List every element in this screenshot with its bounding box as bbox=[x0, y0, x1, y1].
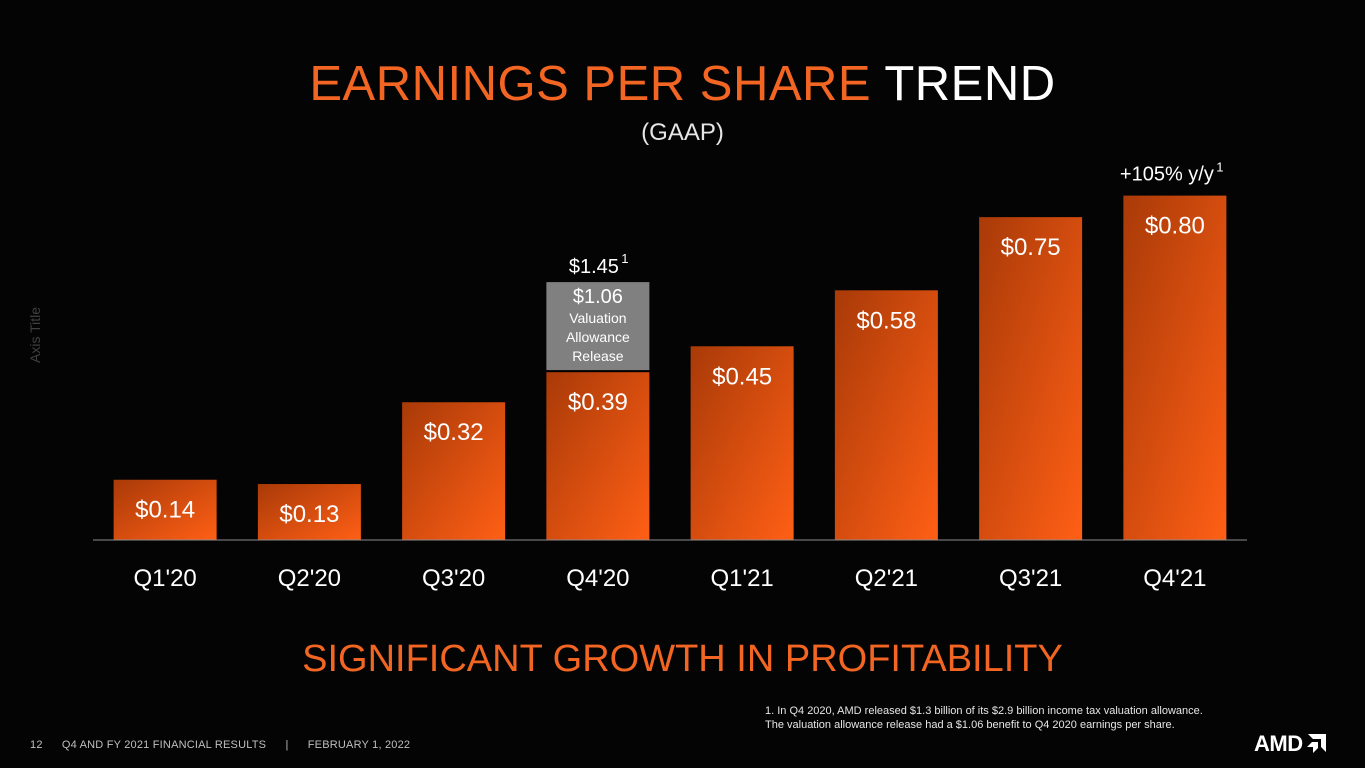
value-label-q120: $0.14 bbox=[135, 497, 195, 524]
stacked-total-label: $1.45 bbox=[569, 256, 619, 278]
stack-divider bbox=[546, 370, 650, 373]
growth-annotation-superscript: 1 bbox=[1216, 160, 1223, 175]
stacked-total-superscript: 1 bbox=[621, 251, 628, 266]
chart-title: EARNINGS PER SHARE TREND bbox=[0, 56, 1365, 112]
bar-q121 bbox=[690, 346, 794, 540]
bar-q220 bbox=[257, 484, 361, 540]
bar-q421 bbox=[1123, 195, 1227, 541]
amd-arrow-icon bbox=[1306, 734, 1326, 753]
bar-q420 bbox=[546, 372, 650, 540]
tick-label-q220: Q2'20 bbox=[278, 565, 341, 592]
footnote: 1. In Q4 2020, AMD released $1.3 billion… bbox=[765, 704, 1265, 732]
bar-q120 bbox=[113, 479, 217, 540]
bar-q321 bbox=[979, 217, 1083, 540]
amd-logo: AMD bbox=[1254, 731, 1326, 756]
stacked-segment-valuation-release bbox=[546, 282, 650, 371]
chart-subtitle: (GAAP) bbox=[641, 119, 724, 146]
footnote-line-2: The valuation allowance release had a $1… bbox=[765, 719, 1175, 731]
growth-annotation: +105% y/y bbox=[1120, 164, 1214, 186]
stacked-segment-label-line: Valuation bbox=[569, 310, 626, 326]
tick-label-q421: Q4'21 bbox=[1143, 565, 1206, 592]
slide-footer: 12 Q4 AND FY 2021 FINANCIAL RESULTS | FE… bbox=[30, 739, 426, 751]
value-label-q321: $0.75 bbox=[1001, 234, 1061, 261]
footnote-line-1: 1. In Q4 2020, AMD released $1.3 billion… bbox=[765, 705, 1203, 717]
footer-separator: | bbox=[285, 739, 289, 751]
bar-q320 bbox=[402, 402, 506, 540]
page-number: 12 bbox=[30, 739, 43, 751]
tick-label-q321: Q3'21 bbox=[999, 565, 1062, 592]
title-plain: TREND bbox=[884, 57, 1056, 111]
value-label-q221: $0.58 bbox=[856, 307, 916, 334]
tick-label-q420: Q4'20 bbox=[566, 565, 629, 592]
footer-date: FEBRUARY 1, 2022 bbox=[307, 739, 411, 751]
tick-label-q121: Q1'21 bbox=[710, 565, 773, 592]
value-label-q220: $0.13 bbox=[279, 501, 339, 528]
title-accent: EARNINGS PER SHARE bbox=[309, 57, 872, 111]
stacked-segment-label-line: Allowance bbox=[566, 329, 630, 345]
stacked-value-label: $1.06 bbox=[573, 286, 623, 308]
value-label-q421: $0.80 bbox=[1145, 213, 1205, 240]
value-label-q320: $0.32 bbox=[424, 419, 484, 446]
value-label-q420: $0.39 bbox=[568, 389, 628, 416]
tick-label-q320: Q3'20 bbox=[422, 565, 485, 592]
headline-text: SIGNIFICANT GROWTH IN PROFITABILITY bbox=[302, 638, 1063, 680]
tick-label-q221: Q2'21 bbox=[855, 565, 918, 592]
footer-title: Q4 AND FY 2021 FINANCIAL RESULTS bbox=[61, 739, 267, 751]
stacked-segment-label-line: Release bbox=[572, 348, 624, 364]
tick-label-q120: Q1'20 bbox=[133, 565, 196, 592]
eps-bar-chart: $0.14 Q1'20 $0.13 Q2'20 $0.32 Q3'20 $0.39 Q4'20… bbox=[93, 160, 1247, 592]
amd-logo-text: AMD bbox=[1254, 731, 1303, 756]
bar-q221 bbox=[834, 290, 938, 540]
value-label-q121: $0.45 bbox=[712, 363, 772, 390]
